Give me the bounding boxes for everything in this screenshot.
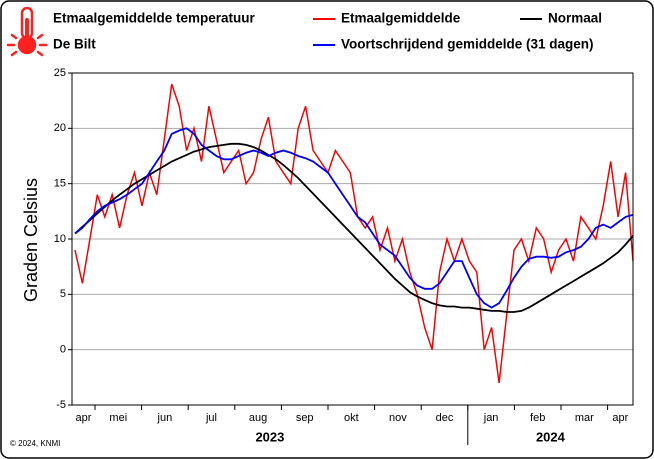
y-tick-label: 0 [60,344,66,356]
x-tick-label: jun [157,412,173,424]
x-tick-label: apr [612,412,628,424]
y-tick-label: 5 [60,288,66,300]
chart-subtitle: De Bilt [53,37,96,52]
x-tick-label: sep [296,412,314,424]
y-tick-label: 25 [54,67,66,79]
plot-border [71,72,634,406]
series-line [74,142,634,313]
x-tick-label: nov [389,412,407,424]
chart-title: Etmaalgemiddelde temperatuur [53,11,256,26]
x-tick-label: jul [205,412,217,424]
x-tick-label: jan [483,412,499,424]
year-label: 2023 [255,429,284,444]
y-axis-label: Graden Celsius [21,178,41,302]
legend-label: Normaal [548,11,602,26]
legend-label: Voortschrijdend gemiddelde (31 dagen) [341,37,594,52]
series-line [74,83,634,384]
thermometer-icon [6,6,48,57]
y-tick-label: -5 [56,399,66,411]
y-tick-label: 10 [54,233,66,245]
y-tick-label: 15 [54,178,66,190]
footer: © 2024, KNMI [10,439,60,448]
x-tick-label: okt [344,412,359,424]
x-tick-label: feb [530,412,545,424]
series-line [74,127,634,309]
x-tick-label: apr [76,412,92,424]
x-tick-label: mei [109,412,127,424]
legend-label: Etmaalgemiddelde [341,11,461,26]
x-tick-label: aug [249,412,267,424]
y-tick-label: 20 [54,122,66,134]
x-tick-label: dec [436,412,454,424]
year-label: 2024 [536,429,566,444]
x-tick-label: mar [575,412,594,424]
